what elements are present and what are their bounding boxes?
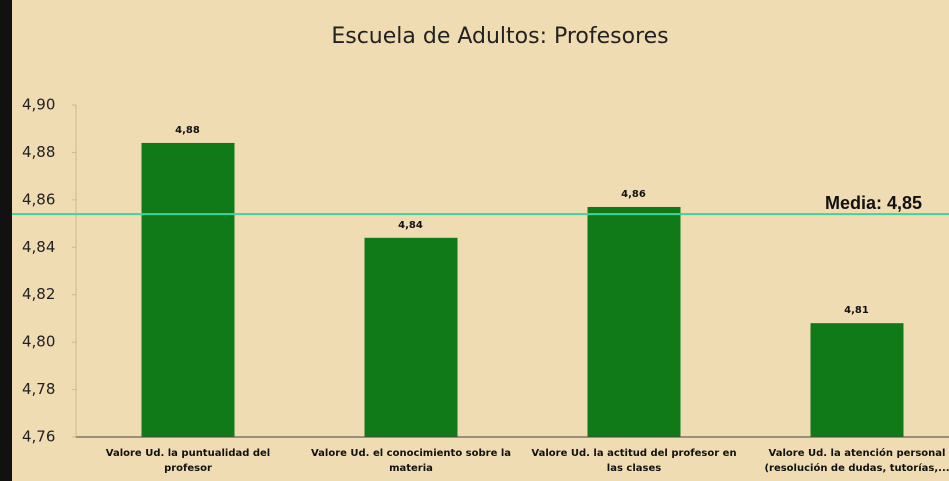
x-tick-label: Valore Ud. el conocimiento sobre la mate… [310, 448, 512, 474]
data-label: 4,84 [398, 220, 423, 231]
reference-label: Media: 4,85 [825, 193, 922, 213]
data-label: 4,88 [175, 125, 200, 136]
y-tick-label: 4,86 [22, 190, 55, 208]
y-tick-label: 4,82 [22, 285, 55, 303]
y-tick-label: 4,78 [22, 380, 55, 398]
data-label: 4,86 [621, 189, 646, 200]
y-tick-label: 4,90 [22, 96, 55, 114]
y-tick-label: 4,80 [22, 333, 55, 351]
y-tick-label: 4,88 [22, 143, 55, 161]
bar [587, 206, 681, 437]
bar [141, 142, 235, 437]
x-tick-label: Valore Ud. la puntualidad del profesor [105, 448, 271, 474]
y-tick-label: 4,76 [22, 428, 55, 446]
y-tick-label: 4,84 [22, 238, 55, 256]
x-tick-label: Valore Ud. la atención personal (resoluc… [764, 448, 949, 474]
data-label: 4,81 [844, 305, 869, 316]
chart-title: Escuela de Adultos: Profesores [331, 24, 668, 49]
x-tick-label: Valore Ud. la actitud del profesor en la… [531, 448, 737, 474]
bar [364, 237, 458, 437]
bar [810, 323, 904, 437]
